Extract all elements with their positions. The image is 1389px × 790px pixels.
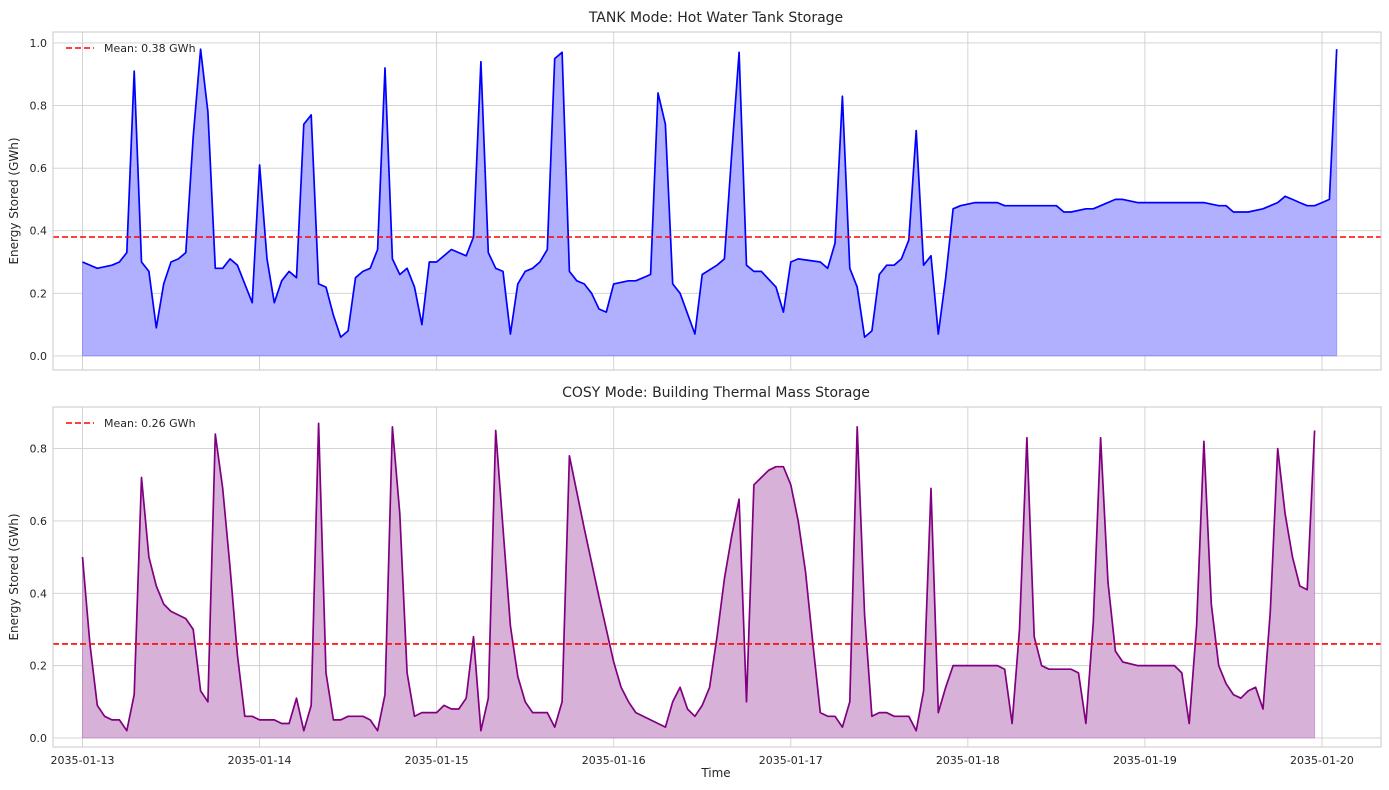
y-tick-label: 0.6 — [30, 162, 48, 175]
cosy-y-ticks: 0.0 0.2 0.4 0.6 0.8 — [30, 443, 48, 745]
y-tick-label: 0.8 — [30, 100, 48, 113]
y-tick-label: 0.8 — [30, 443, 48, 456]
x-tick-label: 2035-01-20 — [1290, 754, 1354, 767]
y-tick-label: 1.0 — [30, 37, 48, 50]
y-tick-label: 0.4 — [30, 225, 48, 238]
cosy-chart-panel: COSY Mode: Building Thermal Mass Storage… — [7, 385, 1382, 780]
cosy-legend-label: Mean: 0.26 GWh — [104, 417, 196, 430]
tank-axes-frame — [52, 31, 1382, 371]
cosy-axes-frame — [52, 406, 1382, 748]
y-tick-label: 0.2 — [30, 660, 48, 673]
cosy-x-axis-label: Time — [700, 766, 730, 780]
tank-legend-label: Mean: 0.38 GWh — [104, 42, 196, 55]
cosy-chart-title: COSY Mode: Building Thermal Mass Storage — [562, 385, 870, 401]
tank-y-axis-label: Energy Stored (GWh) — [7, 137, 21, 264]
tank-series-line — [82, 48, 1338, 338]
tank-y-ticks: 0.0 0.2 0.4 0.6 0.8 1.0 — [30, 37, 48, 363]
tank-legend: Mean: 0.38 GWh — [66, 42, 196, 55]
x-tick-label: 2035-01-19 — [1113, 754, 1177, 767]
y-tick-label: 0.4 — [30, 587, 48, 600]
y-tick-label: 0.0 — [30, 350, 48, 363]
tank-chart-title: TANK Mode: Hot Water Tank Storage — [588, 10, 843, 26]
x-tick-label: 2035-01-16 — [582, 754, 646, 767]
cosy-series-line — [81, 422, 1316, 732]
y-tick-label: 0.0 — [30, 732, 48, 745]
cosy-y-axis-label: Energy Stored (GWh) — [7, 513, 21, 640]
x-tick-label: 2035-01-13 — [51, 754, 115, 767]
x-tick-label: 2035-01-17 — [759, 754, 823, 767]
cosy-x-ticks: 2035-01-13 2035-01-14 2035-01-15 2035-01-16… — [51, 754, 1354, 767]
y-tick-label: 0.6 — [30, 515, 48, 528]
y-tick-label: 0.2 — [30, 287, 48, 300]
x-tick-label: 2035-01-18 — [936, 754, 1000, 767]
x-tick-label: 2035-01-15 — [405, 754, 469, 767]
cosy-legend: Mean: 0.26 GWh — [66, 417, 196, 430]
tank-chart-panel: TANK Mode: Hot Water Tank Storage 0.0 0.2… — [7, 10, 1382, 371]
x-tick-label: 2035-01-14 — [228, 754, 292, 767]
